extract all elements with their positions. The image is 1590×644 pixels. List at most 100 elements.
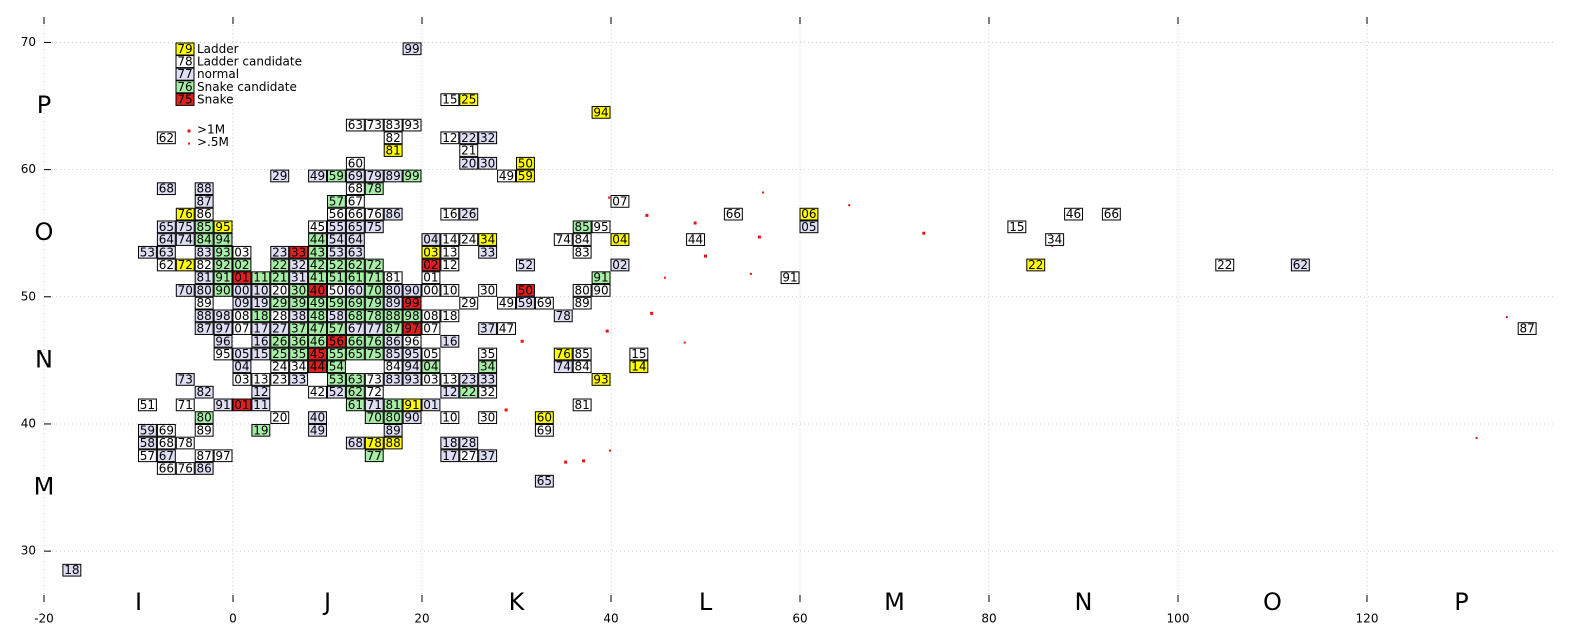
grid-square (345, 385, 365, 399)
grid-square (232, 347, 252, 361)
city (1475, 436, 1478, 439)
grid-square (421, 258, 441, 272)
x-tick-label: 0 (229, 612, 237, 626)
x-tick-label: 40 (603, 612, 618, 626)
square-label: 93 (404, 372, 419, 386)
square-label: 42 (310, 385, 325, 399)
grid-square (308, 347, 328, 361)
square-label: 57 (140, 449, 155, 463)
grid-square (213, 233, 233, 246)
square-label: 47 (499, 322, 514, 336)
square-label: 91 (215, 398, 230, 412)
grid-square (232, 271, 252, 285)
square-label: 52 (329, 258, 344, 272)
square-label: 36 (291, 334, 306, 348)
square-label: 95 (215, 220, 230, 234)
square-label: 97 (404, 322, 419, 336)
grid-square (327, 169, 346, 183)
square-label: 96 (404, 334, 419, 348)
grid-square (270, 169, 290, 183)
square-label: 99 (404, 42, 419, 56)
grid-square (402, 169, 422, 183)
square-label: 78 (367, 309, 382, 323)
grid-square (364, 449, 384, 463)
grid-square (270, 309, 290, 323)
square-label: 05 (423, 347, 438, 361)
square-label: 98 (215, 309, 230, 323)
square-label: 85 (386, 347, 401, 361)
grid-square (327, 334, 346, 348)
legend-sample: 79 (177, 42, 192, 56)
city (922, 231, 926, 235)
square-label: 78 (367, 182, 382, 196)
grid-square (289, 334, 309, 348)
grid-square (194, 220, 214, 234)
grid-square (402, 398, 422, 412)
grid-square (1101, 207, 1121, 221)
square-label: 02 (234, 258, 249, 272)
grid-square (440, 284, 460, 297)
lat-field-label: M (34, 473, 55, 501)
grid-square (534, 296, 554, 310)
square-label: 56 (329, 207, 344, 221)
grid-square (327, 271, 346, 285)
grid-square (175, 462, 195, 475)
grid-square (497, 296, 517, 310)
square-label: 49 (499, 296, 514, 310)
grid-square (156, 462, 176, 475)
square-label: 67 (159, 449, 174, 463)
grid-square (345, 207, 365, 221)
square-label: 15 (1009, 220, 1024, 234)
square-label: 21 (461, 144, 476, 158)
grid-square (383, 347, 403, 361)
legend-marker (188, 142, 190, 145)
x-tick-label: 60 (792, 612, 807, 626)
square-label: 17 (442, 449, 457, 463)
square-label: 76 (367, 207, 382, 221)
lat-field-label: N (35, 345, 53, 373)
square-label: 93 (404, 118, 419, 132)
grid-square (497, 322, 517, 335)
city (704, 254, 707, 258)
grid-square (383, 398, 403, 412)
square-label: 60 (537, 411, 552, 425)
city (762, 191, 765, 194)
square-label: 80 (386, 283, 401, 297)
city (582, 459, 586, 463)
legend-label: >1M (197, 123, 225, 137)
grid-square (194, 271, 214, 285)
square-label: 60 (348, 283, 363, 297)
grid-square (1215, 258, 1235, 272)
grid-square (383, 334, 403, 348)
x-tick-label: 100 (1167, 612, 1190, 626)
grid-square (308, 245, 328, 259)
grid-square (213, 334, 233, 348)
square-label: 89 (575, 296, 590, 310)
grid-square (572, 347, 592, 361)
grid-square (232, 309, 252, 323)
grid-square (402, 360, 422, 374)
grid-square (459, 144, 479, 157)
city (650, 311, 654, 315)
square-label: 69 (537, 423, 552, 437)
grid-square (553, 347, 573, 361)
grid-square (383, 322, 403, 335)
square-label: 66 (159, 461, 174, 475)
grid-square (213, 322, 233, 335)
square-label: 22 (1028, 258, 1043, 272)
square-label: 22 (1217, 258, 1232, 272)
lon-field-label: P (1454, 588, 1468, 616)
square-label: 65 (348, 220, 363, 234)
square-label: 44 (310, 360, 325, 374)
grid-square (364, 118, 384, 132)
y-tick-label: 60 (21, 162, 36, 176)
square-label: 89 (197, 296, 212, 310)
grid-square (194, 309, 214, 323)
grid-square (308, 220, 328, 234)
square-label: 09 (234, 296, 249, 310)
grid-square (270, 245, 290, 259)
square-label: 89 (386, 296, 401, 310)
square-label: 12 (253, 385, 268, 399)
square-label: 57 (329, 194, 344, 208)
